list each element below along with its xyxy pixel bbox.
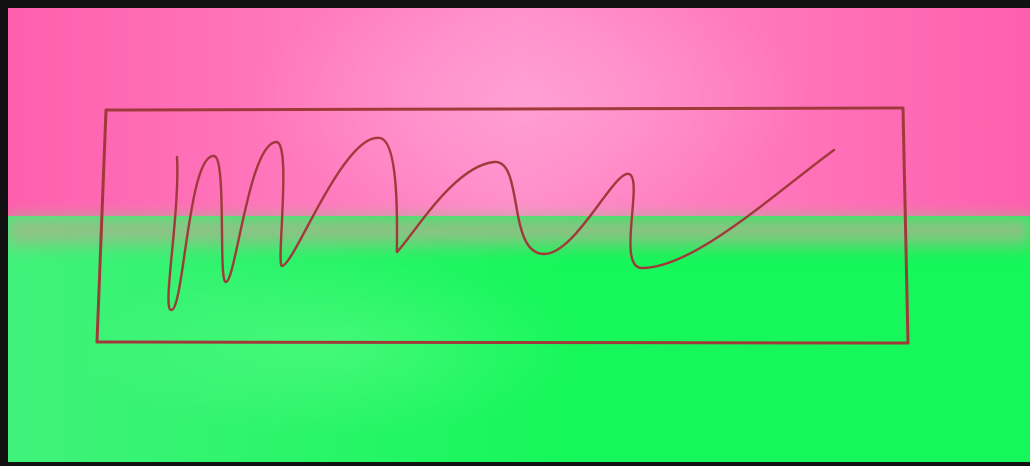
sketch-overlay	[95, 106, 910, 345]
hand-drawn-rectangle	[95, 106, 910, 345]
green-background-band	[8, 216, 1030, 462]
hand-drawn-squiggle	[167, 136, 836, 312]
